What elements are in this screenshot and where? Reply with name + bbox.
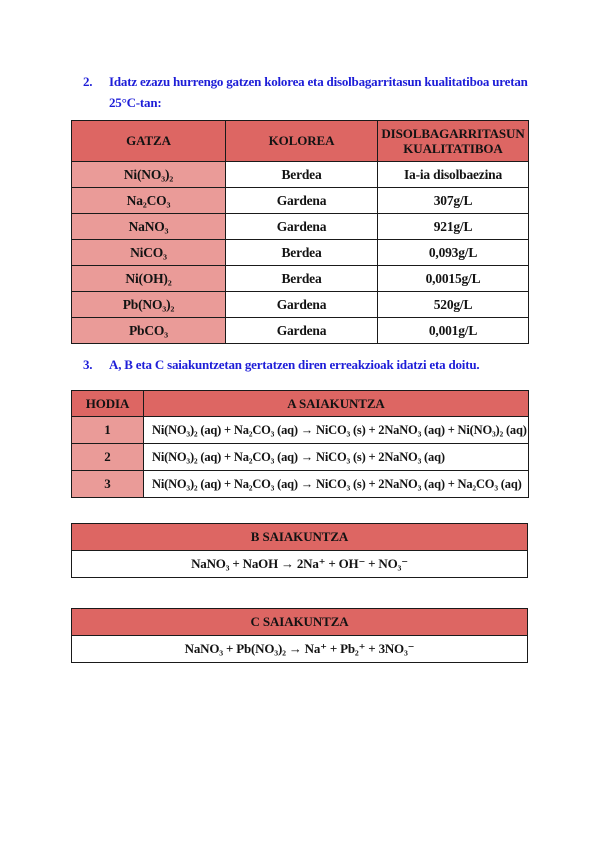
experiment-b-header-row: B SAIAKUNTZA bbox=[71, 523, 528, 551]
question-3-number: 3. bbox=[83, 357, 93, 372]
table-row: 1 Ni(NO₃)₂ (aq) + Na₂CO₃ (aq) → NiCO₃ (s… bbox=[71, 416, 529, 444]
table-row: NiCO₃ Berdea 0,093g/L bbox=[71, 239, 529, 266]
color-cell: Gardena bbox=[225, 187, 378, 214]
solubility-cell: 520g/L bbox=[377, 291, 529, 318]
experiment-a-table: HODIA A SAIAKUNTZA 1 Ni(NO₃)₂ (aq) + Na₂… bbox=[71, 390, 529, 498]
header-gatza: GATZA bbox=[71, 120, 226, 162]
color-cell: Berdea bbox=[225, 265, 378, 292]
question-2-text: Idatz ezazu hurrengo gatzen kolorea eta … bbox=[109, 71, 528, 113]
table-row: NaNO₃ + Pb(NO₃)₂ → Na⁺ + Pb₂⁺ + 3NO₃⁻ bbox=[71, 635, 528, 663]
header-b-saiakuntza: B SAIAKUNTZA bbox=[71, 523, 528, 551]
experiment-c-header-row: C SAIAKUNTZA bbox=[71, 608, 528, 636]
solubility-header-row: GATZA KOLOREA DISOLBAGARRITASUN KUALITAT… bbox=[71, 120, 529, 162]
table-row: NaNO₃ Gardena 921g/L bbox=[71, 213, 529, 240]
equation-cell: Ni(NO₃)₂ (aq) + Na₂CO₃ (aq) → NiCO₃ (s) … bbox=[143, 416, 529, 444]
color-cell: Berdea bbox=[225, 161, 378, 188]
table-row: 3 Ni(NO₃)₂ (aq) + Na₂CO₃ (aq) → NiCO₃ (s… bbox=[71, 470, 529, 498]
solubility-cell: 307g/L bbox=[377, 187, 529, 214]
table-row: Ni(OH)₂ Berdea 0,0015g/L bbox=[71, 265, 529, 292]
question-2-line2: 25°C-tan: bbox=[109, 95, 162, 110]
tube-number-cell: 2 bbox=[71, 443, 144, 471]
header-c-saiakuntza: C SAIAKUNTZA bbox=[71, 608, 528, 636]
equation-cell: NaNO₃ + Pb(NO₃)₂ → Na⁺ + Pb₂⁺ + 3NO₃⁻ bbox=[71, 635, 528, 663]
salt-cell: NiCO₃ bbox=[71, 239, 226, 266]
question-2-line1: Idatz ezazu hurrengo gatzen kolorea eta … bbox=[109, 74, 528, 89]
solubility-cell: 0,093g/L bbox=[377, 239, 529, 266]
question-2-number: 2. bbox=[83, 74, 93, 89]
table-row: 2 Ni(NO₃)₂ (aq) + Na₂CO₃ (aq) → NiCO₃ (s… bbox=[71, 443, 529, 471]
experiment-b-table: B SAIAKUNTZA NaNO₃ + NaOH → 2Na⁺ + OH⁻ +… bbox=[71, 523, 528, 578]
equation-cell: NaNO₃ + NaOH → 2Na⁺ + OH⁻ + NO₃⁻ bbox=[71, 550, 528, 578]
tube-number-cell: 3 bbox=[71, 470, 144, 498]
table-row: Na₂CO₃ Gardena 307g/L bbox=[71, 187, 529, 214]
color-cell: Gardena bbox=[225, 213, 378, 240]
salt-cell: Na₂CO₃ bbox=[71, 187, 226, 214]
question-3-heading: 3. A, B eta C saiakuntzetan gertatzen di… bbox=[83, 354, 480, 375]
experiment-c-table: C SAIAKUNTZA NaNO₃ + Pb(NO₃)₂ → Na⁺ + Pb… bbox=[71, 608, 528, 663]
header-kolorea: KOLOREA bbox=[225, 120, 378, 162]
color-cell: Gardena bbox=[225, 317, 378, 344]
table-row: NaNO₃ + NaOH → 2Na⁺ + OH⁻ + NO₃⁻ bbox=[71, 550, 528, 578]
header-disolbagarritasun: DISOLBAGARRITASUN KUALITATIBOA bbox=[377, 120, 529, 162]
solubility-cell: Ia-ia disolbaezina bbox=[377, 161, 529, 188]
question-3-line1: A, B eta C saiakuntzetan gertatzen diren… bbox=[109, 357, 480, 372]
equation-cell: Ni(NO₃)₂ (aq) + Na₂CO₃ (aq) → NiCO₃ (s) … bbox=[143, 443, 529, 471]
header-hodia: HODIA bbox=[71, 390, 144, 417]
tube-number-cell: 1 bbox=[71, 416, 144, 444]
color-cell: Gardena bbox=[225, 291, 378, 318]
salt-cell: PbCO₃ bbox=[71, 317, 226, 344]
salt-cell: NaNO₃ bbox=[71, 213, 226, 240]
header-a-saiakuntza: A SAIAKUNTZA bbox=[143, 390, 529, 417]
salt-cell: Ni(OH)₂ bbox=[71, 265, 226, 292]
table-row: PbCO₃ Gardena 0,001g/L bbox=[71, 317, 529, 344]
table-row: Ni(NO₃)₂ Berdea Ia-ia disolbaezina bbox=[71, 161, 529, 188]
question-3-text: A, B eta C saiakuntzetan gertatzen diren… bbox=[109, 354, 480, 375]
solubility-cell: 921g/L bbox=[377, 213, 529, 240]
salt-cell: Pb(NO₃)₂ bbox=[71, 291, 226, 318]
question-2-heading: 2. Idatz ezazu hurrengo gatzen kolorea e… bbox=[83, 71, 528, 113]
solubility-cell: 0,001g/L bbox=[377, 317, 529, 344]
table-row: Pb(NO₃)₂ Gardena 520g/L bbox=[71, 291, 529, 318]
experiment-a-header-row: HODIA A SAIAKUNTZA bbox=[71, 390, 529, 417]
salt-cell: Ni(NO₃)₂ bbox=[71, 161, 226, 188]
equation-cell: Ni(NO₃)₂ (aq) + Na₂CO₃ (aq) → NiCO₃ (s) … bbox=[143, 470, 529, 498]
solubility-cell: 0,0015g/L bbox=[377, 265, 529, 292]
color-cell: Berdea bbox=[225, 239, 378, 266]
solubility-table: GATZA KOLOREA DISOLBAGARRITASUN KUALITAT… bbox=[71, 120, 529, 344]
